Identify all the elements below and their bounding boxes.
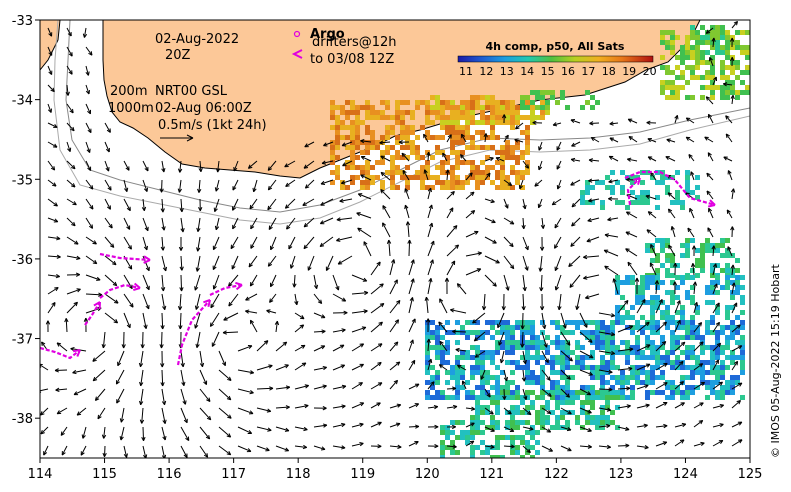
colorbar-label: 18 [602,65,616,78]
drifters-to-label: to 03/08 12Z [310,52,394,67]
scale-label: 0.5m/s (1kt 24h) [158,118,267,133]
argo-marker-icon [293,30,301,38]
colorbar-label: 12 [479,65,493,78]
x-tick-label: 120 [415,467,440,482]
x-tick-label: 116 [157,467,182,482]
x-tick-label: 125 [738,467,763,482]
credit-label: © IMOS 05-Aug-2022 15:19 Hobart [769,264,782,458]
colorbar-label: 16 [561,65,575,78]
x-axis-ticks: 114 115 116 117 118 119 120 121 122 123 124 125 [28,458,763,482]
date-label: 02-Aug-2022 [155,32,239,47]
colorbar-label: 19 [622,65,636,78]
x-tick-label: 122 [544,467,569,482]
colorbar-label: 13 [500,65,514,78]
nrt-label: NRT00 GSL [155,84,228,99]
x-tick-label: 119 [350,467,375,482]
y-axis-ticks: -33 -34 -35 -36 -37 -38 [12,14,40,427]
depth-1000-label: 1000m [108,101,154,116]
colorbar-label: 14 [520,65,534,78]
y-tick-label: -37 [12,333,33,348]
drifter-legend-icon [291,49,303,59]
drifter-tracks [40,170,716,366]
x-tick-label: 124 [673,467,698,482]
velocity-arrows [40,20,743,458]
plot-frame [39,19,751,459]
y-tick-label: -34 [12,94,33,109]
colorbar-labels: 11 12 13 14 15 16 17 18 19 20 [459,65,657,78]
colorbar-label: 20 [643,65,657,78]
x-tick-label: 121 [479,467,504,482]
map-plot-area [40,20,750,458]
y-tick-label: -33 [12,14,33,29]
depth-200-label: 200m [110,84,147,99]
x-tick-label: 115 [92,467,117,482]
colorbar-label: 17 [581,65,595,78]
time-label: 20Z [165,48,191,63]
colorbar-label: 15 [541,65,555,78]
argo-label: Argo [310,27,345,42]
x-tick-label: 118 [286,467,311,482]
sst-imagery [330,25,750,458]
scale-arrow-head [186,134,194,142]
colorbar-label: 11 [459,65,473,78]
y-tick-label: -38 [12,412,33,427]
colorbar [457,55,654,63]
contour-200m [65,20,750,213]
y-tick-label: -36 [12,253,33,268]
colorbar-title: 4h comp, p50, All Sats [486,40,625,53]
contour-1000m [53,20,750,225]
x-tick-label: 123 [608,467,633,482]
x-tick-label: 114 [28,467,53,482]
drifters-label: drifters@12h [312,35,397,50]
land-mass-north [40,20,61,71]
x-tick-label: 117 [221,467,246,482]
y-tick-label: -35 [12,173,33,188]
nrt-time-label: 02-Aug 06:00Z [155,101,252,116]
